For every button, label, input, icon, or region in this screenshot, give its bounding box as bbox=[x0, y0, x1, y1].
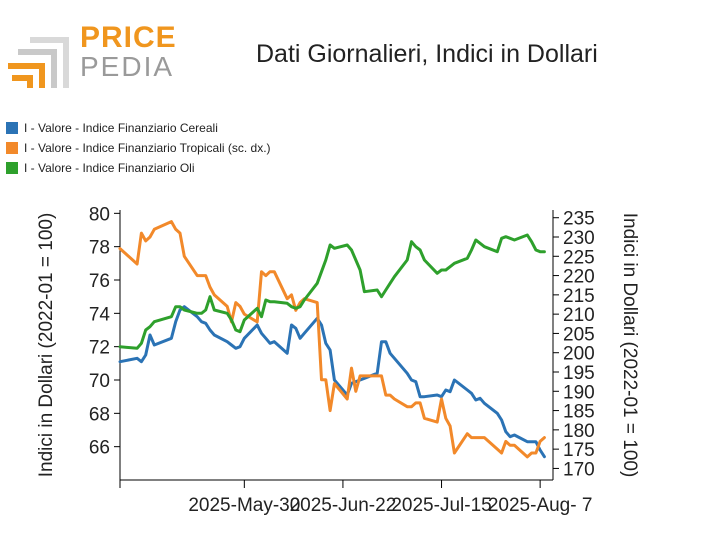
y-tick-label-right: 170 bbox=[563, 459, 595, 480]
legend-item-tropicali[interactable]: I - Valore - Indice Finanziario Tropical… bbox=[6, 138, 271, 158]
x-tick-label: 2025-May-30 bbox=[188, 495, 300, 516]
y-tick-label-right: 220 bbox=[563, 267, 595, 288]
y-axis-title-right: Indici in Dollari (2022-01 = 100) bbox=[619, 213, 640, 478]
y-tick-label-right: 190 bbox=[563, 382, 595, 403]
y-tick-label-right: 180 bbox=[563, 421, 595, 442]
chart-legend: I - Valore - Indice Finanziario Cereali … bbox=[6, 118, 271, 178]
y-axis-title-left: Indici in Dollari (2022-01 = 100) bbox=[36, 213, 57, 478]
y-tick-label-right: 230 bbox=[563, 228, 595, 249]
pricepedia-logo: PRICE PEDIA bbox=[8, 22, 176, 92]
y-tick-label-left: 78 bbox=[89, 238, 110, 259]
legend-item-oli[interactable]: I - Valore - Indice Finanziario Oli bbox=[6, 158, 271, 178]
chart-title: Dati Giornalieri, Indici in Dollari bbox=[256, 40, 598, 68]
legend-label-tropicali: I - Valore - Indice Finanziario Tropical… bbox=[24, 141, 271, 155]
series-line-tropicali bbox=[118, 220, 546, 459]
x-tick-label: 2025-Jul-15 bbox=[391, 495, 491, 516]
y-tick-label-left: 76 bbox=[89, 271, 110, 292]
x-tick-label: 2025-Jun-22 bbox=[290, 495, 397, 516]
y-tick-label-left: 68 bbox=[89, 404, 110, 425]
x-tick-label: 2025-Aug- 7 bbox=[488, 495, 593, 516]
y-tick-label-right: 195 bbox=[563, 363, 595, 384]
legend-swatch-cereali bbox=[6, 122, 18, 134]
y-tick-label-left: 66 bbox=[89, 438, 110, 459]
legend-swatch-tropicali bbox=[6, 142, 18, 154]
y-tick-label-left: 72 bbox=[89, 338, 110, 359]
series-line-cereali bbox=[118, 305, 546, 459]
logo-word-pedia: PEDIA bbox=[80, 51, 175, 82]
y-tick-label-left: 74 bbox=[89, 304, 111, 325]
y-tick-label-left: 70 bbox=[89, 371, 110, 392]
legend-swatch-oli bbox=[6, 162, 18, 174]
legend-label-oli: I - Valore - Indice Finanziario Oli bbox=[24, 161, 195, 175]
y-tick-label-right: 175 bbox=[563, 440, 595, 461]
y-tick-label-right: 225 bbox=[563, 247, 595, 268]
y-tick-label-right: 235 bbox=[563, 209, 595, 230]
y-tick-label-right: 215 bbox=[563, 286, 595, 307]
logo-word-price: PRICE bbox=[80, 21, 177, 54]
legend-label-cereali: I - Valore - Indice Finanziario Cereali bbox=[24, 121, 218, 135]
y-tick-label-right: 185 bbox=[563, 402, 595, 423]
y-tick-label-right: 200 bbox=[563, 344, 595, 365]
y-tick-label-right: 210 bbox=[563, 305, 595, 326]
pricepedia-logo-icon bbox=[8, 37, 69, 88]
y-tick-label-left: 80 bbox=[89, 204, 110, 225]
y-tick-label-right: 205 bbox=[563, 324, 595, 345]
series-line-oli bbox=[118, 233, 546, 350]
legend-item-cereali[interactable]: I - Valore - Indice Finanziario Cereali bbox=[6, 118, 271, 138]
